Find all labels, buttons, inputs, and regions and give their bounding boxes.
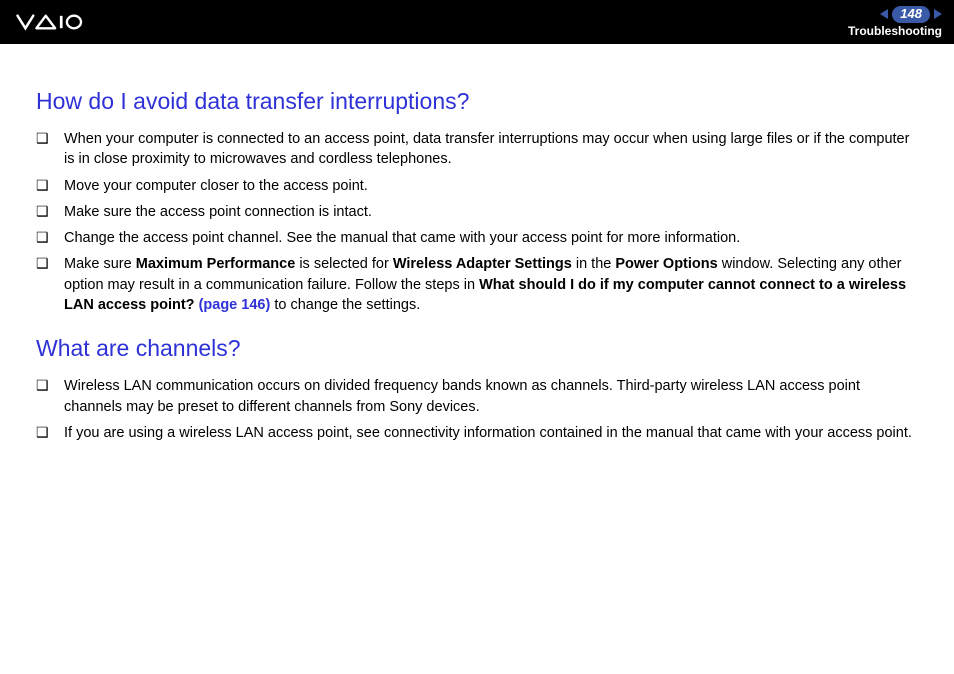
text-run: is selected for	[295, 256, 393, 272]
list-item: Make sure the access point connection is…	[36, 202, 918, 222]
vaio-logo	[16, 13, 110, 31]
page-content: How do I avoid data transfer interruptio…	[0, 44, 954, 443]
text-run: Make sure	[64, 256, 136, 272]
list-item: Wireless LAN communication occurs on div…	[36, 376, 918, 417]
list-item: Change the access point channel. See the…	[36, 228, 918, 248]
heading-1: How do I avoid data transfer interruptio…	[36, 88, 918, 115]
page-navigation: 148	[880, 6, 942, 22]
text-run: When your computer is connected to an ac…	[64, 131, 909, 167]
list-1: When your computer is connected to an ac…	[36, 129, 918, 315]
text-run: in the	[572, 256, 616, 272]
list-item: When your computer is connected to an ac…	[36, 129, 918, 170]
heading-2: What are channels?	[36, 335, 918, 362]
text-run: Move your computer closer to the access …	[64, 178, 368, 194]
list-item: Make sure Maximum Performance is selecte…	[36, 254, 918, 315]
header-bar: 148 Troubleshooting	[0, 0, 954, 44]
section-label: Troubleshooting	[848, 25, 942, 38]
text-run: Change the access point channel. See the…	[64, 230, 740, 246]
text-run: to change the settings.	[270, 297, 420, 313]
page-number-badge: 148	[892, 6, 930, 22]
list-2: Wireless LAN communication occurs on div…	[36, 376, 918, 443]
page-link[interactable]: (page 146)	[199, 297, 271, 313]
text-run: Make sure the access point connection is…	[64, 204, 372, 220]
list-item: If you are using a wireless LAN access p…	[36, 423, 918, 443]
text-run: Wireless Adapter Settings	[393, 256, 572, 272]
prev-page-arrow-icon[interactable]	[880, 9, 888, 19]
text-run: If you are using a wireless LAN access p…	[64, 425, 912, 441]
text-run: Power Options	[615, 256, 717, 272]
list-item: Move your computer closer to the access …	[36, 176, 918, 196]
next-page-arrow-icon[interactable]	[934, 9, 942, 19]
header-right: 148 Troubleshooting	[848, 6, 942, 37]
text-run: Maximum Performance	[136, 256, 296, 272]
text-run: Wireless LAN communication occurs on div…	[64, 378, 860, 414]
